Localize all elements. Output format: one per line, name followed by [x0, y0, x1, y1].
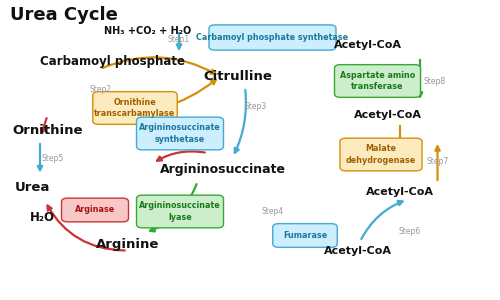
Text: Urea Cycle: Urea Cycle [10, 6, 118, 24]
Text: Arginine: Arginine [96, 238, 159, 251]
FancyBboxPatch shape [62, 198, 128, 222]
Text: Step6: Step6 [399, 227, 421, 236]
Text: Acetyl-CoA: Acetyl-CoA [324, 245, 392, 256]
Text: Ornithine: Ornithine [12, 124, 83, 137]
Text: Step4: Step4 [262, 207, 283, 216]
FancyBboxPatch shape [93, 92, 177, 124]
Text: Malate
dehydrogenase: Malate dehydrogenase [346, 144, 416, 164]
Text: Step5: Step5 [42, 154, 64, 163]
Text: Aspartate amino
transferase: Aspartate amino transferase [340, 71, 415, 91]
Text: H₂O: H₂O [30, 211, 55, 224]
FancyBboxPatch shape [136, 195, 224, 228]
Text: Acetyl-CoA: Acetyl-CoA [334, 40, 402, 50]
Text: Carbamoyl phosphate: Carbamoyl phosphate [40, 55, 185, 68]
Text: Citrulline: Citrulline [203, 70, 272, 83]
FancyBboxPatch shape [273, 224, 337, 247]
Text: Step1: Step1 [168, 35, 190, 44]
Text: Argininosuccinate
lyase: Argininosuccinate lyase [139, 202, 221, 221]
Text: Arginase: Arginase [75, 206, 115, 214]
Text: Step8: Step8 [424, 76, 446, 85]
Text: Urea: Urea [15, 181, 50, 194]
Text: Carbamoyl phosphate synthetase: Carbamoyl phosphate synthetase [196, 33, 348, 42]
Text: NH₃ +CO₂ + H₂O: NH₃ +CO₂ + H₂O [104, 26, 191, 37]
Text: Step2: Step2 [90, 85, 112, 94]
Text: Argininosuccinate
synthetase: Argininosuccinate synthetase [139, 123, 221, 143]
Text: Fumarase: Fumarase [283, 231, 327, 240]
FancyBboxPatch shape [340, 138, 422, 171]
Text: Ornithine
transcarbamylase: Ornithine transcarbamylase [94, 98, 176, 118]
FancyBboxPatch shape [334, 64, 420, 97]
FancyBboxPatch shape [136, 117, 224, 150]
Text: Acetyl-CoA: Acetyl-CoA [366, 187, 434, 197]
Text: Step3: Step3 [245, 102, 267, 111]
FancyBboxPatch shape [209, 25, 336, 50]
Text: Acetyl-CoA: Acetyl-CoA [354, 110, 422, 121]
Text: Step7: Step7 [426, 158, 448, 166]
Text: Argininosuccinate: Argininosuccinate [160, 163, 286, 176]
